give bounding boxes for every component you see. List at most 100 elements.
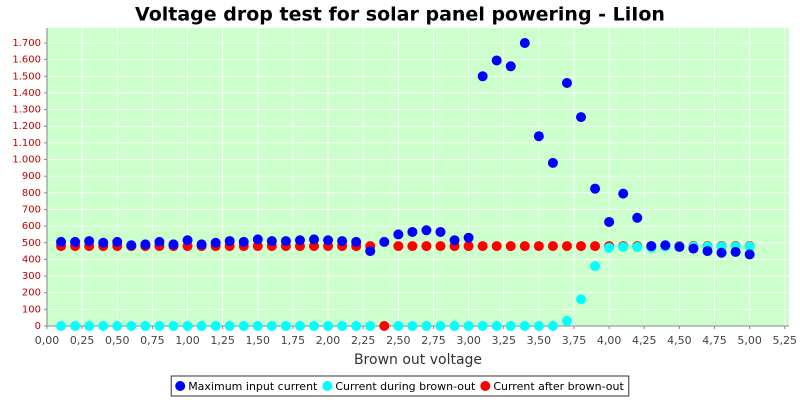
legend-label: Current during brown-out bbox=[335, 380, 476, 393]
x-tick-label: 5,00 bbox=[737, 334, 762, 347]
point bbox=[294, 235, 305, 246]
point bbox=[477, 321, 488, 331]
point bbox=[224, 321, 235, 331]
point bbox=[407, 241, 418, 252]
point bbox=[140, 321, 151, 331]
point bbox=[547, 241, 558, 252]
y-tick-label: 0 bbox=[35, 321, 41, 332]
x-axis-label: Brown out voltage bbox=[354, 352, 482, 368]
point bbox=[84, 236, 95, 247]
point bbox=[168, 321, 179, 331]
point bbox=[393, 241, 404, 252]
point bbox=[98, 237, 109, 248]
y-tick-label: 1.200 bbox=[12, 121, 41, 132]
point bbox=[323, 235, 334, 246]
x-tick-label: 4,50 bbox=[667, 334, 692, 347]
point bbox=[618, 188, 629, 199]
point bbox=[590, 261, 601, 272]
point bbox=[435, 226, 446, 237]
y-tick-label: 600 bbox=[22, 221, 41, 232]
point bbox=[182, 321, 193, 331]
point bbox=[238, 236, 249, 247]
x-tick-label: 0,00 bbox=[35, 334, 60, 347]
point bbox=[56, 236, 67, 247]
point bbox=[393, 229, 404, 240]
point bbox=[126, 321, 137, 331]
point bbox=[449, 321, 460, 331]
x-tick-label: 5,25 bbox=[773, 334, 798, 347]
point bbox=[491, 241, 502, 252]
legend-marker bbox=[175, 381, 186, 391]
legend-marker bbox=[322, 381, 333, 391]
point bbox=[533, 131, 544, 142]
point bbox=[519, 321, 530, 331]
legend-label: Maximum input current bbox=[188, 380, 318, 393]
point bbox=[519, 241, 530, 252]
point bbox=[351, 236, 362, 247]
y-tick-label: 300 bbox=[22, 271, 41, 282]
y-tick-label: 400 bbox=[22, 254, 41, 265]
y-tick-label: 1.000 bbox=[12, 155, 41, 166]
y-tick-label: 800 bbox=[22, 188, 41, 199]
y-tick-label: 1.100 bbox=[12, 138, 41, 149]
x-tick-label: 2,75 bbox=[421, 334, 446, 347]
point bbox=[674, 241, 685, 252]
point bbox=[154, 236, 165, 247]
point bbox=[407, 321, 418, 331]
point bbox=[421, 321, 432, 331]
point bbox=[730, 246, 741, 257]
point bbox=[407, 226, 418, 237]
x-tick-label: 2,50 bbox=[386, 334, 411, 347]
point bbox=[210, 237, 221, 248]
point bbox=[561, 316, 572, 327]
point bbox=[716, 247, 727, 258]
y-tick-label: 1.500 bbox=[12, 71, 41, 82]
point bbox=[70, 236, 81, 247]
point bbox=[224, 236, 235, 247]
point bbox=[309, 321, 320, 331]
point bbox=[266, 321, 277, 331]
point bbox=[294, 321, 305, 331]
point bbox=[379, 236, 390, 247]
point bbox=[632, 241, 643, 252]
point bbox=[576, 112, 587, 123]
x-tick-label: 3,50 bbox=[527, 334, 552, 347]
point bbox=[435, 321, 446, 331]
point bbox=[365, 246, 376, 257]
point bbox=[252, 321, 263, 331]
point bbox=[140, 239, 151, 250]
point bbox=[590, 183, 601, 194]
point bbox=[365, 321, 376, 331]
point bbox=[112, 236, 123, 247]
point bbox=[533, 241, 544, 252]
point bbox=[519, 37, 530, 48]
point bbox=[505, 61, 516, 72]
point bbox=[238, 321, 249, 331]
point bbox=[252, 234, 263, 245]
y-tick-label: 900 bbox=[22, 171, 41, 182]
point bbox=[266, 236, 277, 247]
point bbox=[477, 241, 488, 252]
point bbox=[646, 241, 657, 252]
point bbox=[604, 216, 615, 227]
point bbox=[182, 235, 193, 246]
point bbox=[505, 241, 516, 252]
point bbox=[702, 246, 713, 257]
y-tick-label: 1.400 bbox=[12, 88, 41, 99]
y-tick-label: 700 bbox=[22, 204, 41, 215]
point bbox=[477, 71, 488, 82]
point bbox=[463, 241, 474, 252]
point bbox=[56, 321, 67, 331]
x-tick-label: 1,25 bbox=[210, 334, 235, 347]
x-tick-label: 3,75 bbox=[562, 334, 587, 347]
point bbox=[576, 294, 587, 305]
point bbox=[112, 321, 123, 331]
point bbox=[618, 241, 629, 252]
point bbox=[337, 236, 348, 247]
y-tick-label: 1.600 bbox=[12, 55, 41, 66]
point bbox=[280, 321, 291, 331]
point bbox=[210, 321, 221, 331]
point bbox=[337, 321, 348, 331]
point bbox=[491, 55, 502, 66]
